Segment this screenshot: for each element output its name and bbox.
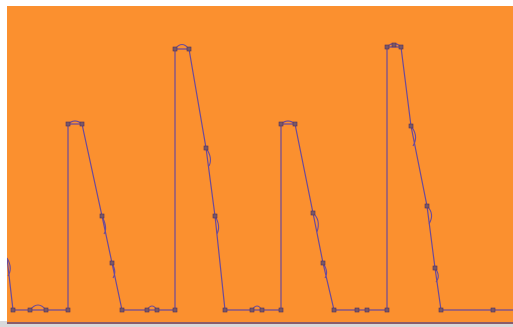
- bezier-handle-icon: [7, 257, 11, 277]
- window-bottom-edge: [0, 321, 513, 327]
- square-node-icon[interactable]: [109, 260, 115, 266]
- square-node-icon[interactable]: [320, 260, 326, 266]
- drawing-canvas[interactable]: [7, 6, 513, 324]
- vector-path-layer[interactable]: [7, 46, 513, 311]
- square-node-icon[interactable]: [432, 265, 438, 271]
- square-node-icon[interactable]: [424, 203, 430, 209]
- square-node-icon[interactable]: [10, 307, 16, 313]
- square-node-icon[interactable]: [278, 121, 284, 127]
- square-node-icon[interactable]: [203, 145, 209, 151]
- square-node-icon[interactable]: [43, 307, 49, 313]
- square-node-icon[interactable]: [65, 307, 71, 313]
- square-node-icon[interactable]: [222, 307, 228, 313]
- square-node-icon[interactable]: [391, 42, 397, 48]
- square-node-icon[interactable]: [172, 307, 178, 313]
- canvas-background: [7, 6, 513, 324]
- square-node-icon[interactable]: [354, 307, 360, 313]
- square-node-icon[interactable]: [99, 213, 105, 219]
- path-nodes-layer[interactable]: [10, 42, 496, 313]
- square-node-icon[interactable]: [438, 307, 444, 313]
- square-node-icon[interactable]: [79, 121, 85, 127]
- square-node-icon[interactable]: [154, 307, 160, 313]
- square-node-icon[interactable]: [249, 307, 255, 313]
- square-node-icon[interactable]: [384, 307, 390, 313]
- square-node-icon[interactable]: [186, 46, 192, 52]
- square-node-icon[interactable]: [292, 121, 298, 127]
- square-node-icon[interactable]: [408, 123, 414, 129]
- square-node-icon[interactable]: [398, 44, 404, 50]
- square-node-icon[interactable]: [144, 307, 150, 313]
- square-node-icon[interactable]: [119, 307, 125, 313]
- square-node-icon[interactable]: [172, 46, 178, 52]
- square-node-icon[interactable]: [364, 307, 370, 313]
- square-node-icon[interactable]: [65, 121, 71, 127]
- square-node-icon[interactable]: [27, 307, 33, 313]
- square-node-icon[interactable]: [490, 307, 496, 313]
- square-node-icon[interactable]: [310, 210, 316, 216]
- square-node-icon[interactable]: [331, 307, 337, 313]
- square-node-icon[interactable]: [259, 307, 265, 313]
- square-node-icon[interactable]: [384, 44, 390, 50]
- square-node-icon[interactable]: [212, 213, 218, 219]
- square-node-icon[interactable]: [278, 307, 284, 313]
- sawtooth-path[interactable]: [7, 46, 513, 311]
